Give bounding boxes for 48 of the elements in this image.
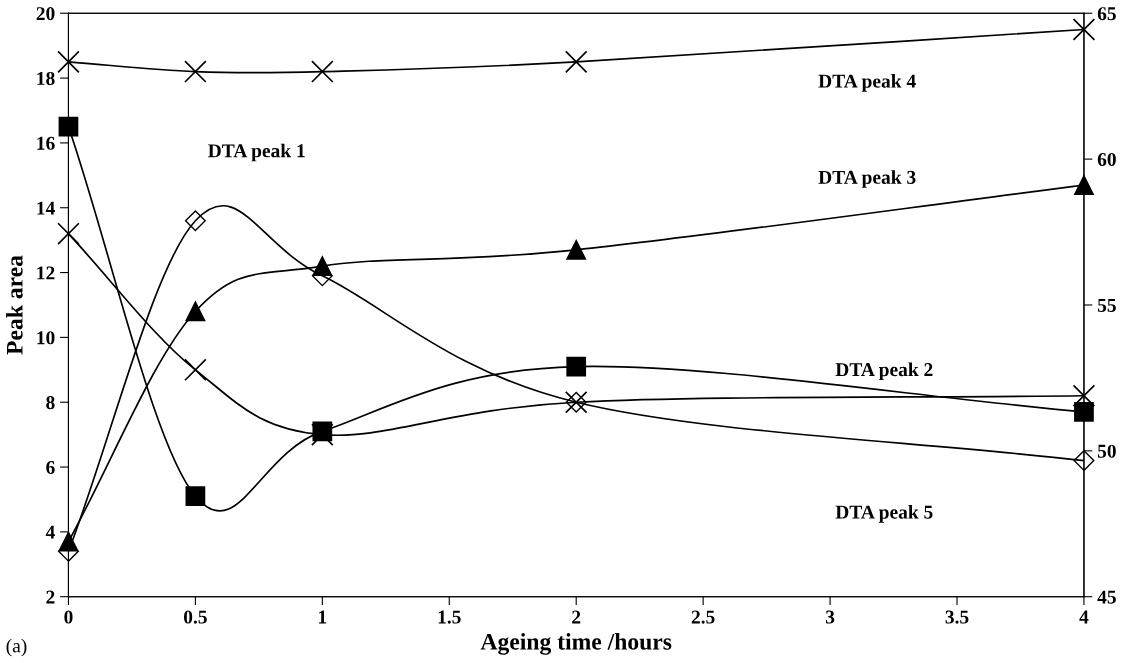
x-tick-label: 1 bbox=[319, 610, 327, 624]
y-axis-title: Peak area bbox=[6, 255, 23, 355]
x-tick-label: 4 bbox=[1079, 610, 1089, 624]
x-tick-label: 2 bbox=[572, 610, 581, 624]
point bbox=[564, 50, 588, 74]
annotation: DTA peak 4 bbox=[818, 74, 916, 92]
x-tick-label: 1.5 bbox=[438, 610, 461, 624]
annotation: DTA peak 3 bbox=[818, 170, 916, 188]
y2-tick-label: 65 bbox=[1097, 7, 1116, 21]
x-tick-label: 3.5 bbox=[945, 610, 969, 624]
point bbox=[185, 301, 206, 322]
point bbox=[57, 222, 80, 245]
y-tick-label: 8 bbox=[46, 396, 55, 410]
point bbox=[1072, 18, 1096, 41]
point bbox=[566, 240, 587, 260]
point bbox=[1072, 384, 1096, 407]
y2-tick-label: 50 bbox=[1097, 444, 1116, 458]
annotation: DTA peak 1 bbox=[208, 143, 305, 162]
point bbox=[185, 486, 206, 507]
annotation: DTA peak 5 bbox=[835, 505, 933, 523]
point bbox=[184, 210, 206, 232]
y2-tick-label: 60 bbox=[1097, 152, 1116, 167]
y-tick-label: 10 bbox=[37, 331, 55, 345]
text: (a) bbox=[6, 638, 27, 657]
y-tick-label: 16 bbox=[37, 136, 55, 150]
x-tick-label: 0 bbox=[64, 610, 73, 624]
point bbox=[57, 50, 80, 74]
y-tick-label: 4 bbox=[45, 525, 55, 539]
point bbox=[1073, 450, 1095, 472]
x-tick-label: 2.5 bbox=[691, 610, 715, 624]
point bbox=[184, 358, 207, 382]
point bbox=[1074, 402, 1094, 422]
point bbox=[184, 60, 207, 83]
y-tick-label: 12 bbox=[37, 266, 55, 280]
y-tick-label: 20 bbox=[36, 7, 55, 21]
y-tick-label: 14 bbox=[37, 201, 55, 215]
x-axis-title: Ageing time /hours bbox=[480, 633, 672, 655]
annotation: DTA peak 2 bbox=[835, 362, 933, 381]
y2-tick-label: 55 bbox=[1097, 298, 1116, 312]
y-tick-label: 6 bbox=[46, 460, 55, 474]
y-tick-label: 18 bbox=[37, 71, 55, 86]
point bbox=[566, 356, 587, 377]
point bbox=[311, 60, 334, 83]
y2-tick-label: 45 bbox=[1097, 590, 1116, 604]
x-tick-label: 3 bbox=[825, 610, 835, 624]
x-tick-label: 0.5 bbox=[183, 610, 207, 624]
y-tick-label: 2 bbox=[46, 590, 55, 604]
point bbox=[58, 116, 79, 137]
